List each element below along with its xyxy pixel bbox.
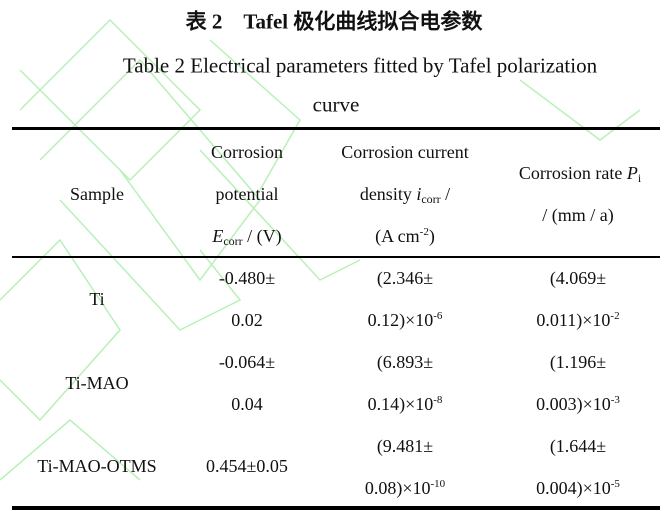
cell-rate-error: 0.003)×10-3 [536,394,620,414]
cell-rate: (1.644± [549,436,607,456]
bottom-rule [12,506,660,510]
cell-rate-error: 0.004)×10-5 [536,478,620,498]
table-caption-continued: curve [312,92,360,117]
header-current-line1: Corrosion current [341,142,469,162]
cell-potential-error: 0.02 [231,310,263,330]
cell-potential-error: 0.04 [231,394,263,414]
cell-current: (6.893± [376,352,434,372]
header-rate-line2: / (mm / a) [542,205,614,225]
table-caption: Table 2 Electrical parameters fitted by … [122,53,598,78]
cell-sample: Ti [89,289,105,309]
header-current-line2: density icorr / [359,184,451,206]
cell-sample: Ti-MAO [65,373,129,393]
cell-current-error: 0.14)×10-8 [367,394,443,414]
cell-rate: (4.069± [549,268,607,288]
table-title-chinese: 表 2 Tafel 极化曲线拟合电参数 [185,9,483,34]
cell-current-error: 0.08)×10-10 [364,478,446,498]
header-current-unit: (A cm-2) [375,226,435,246]
cell-rate: (1.196± [549,352,607,372]
cell-sample: Ti-MAO-OTMS [37,456,157,476]
cell-current-error: 0.12)×10-6 [367,310,443,330]
cell-potential: 0.454±0.05 [206,456,288,476]
header-potential-line1: Corrosion [211,142,283,162]
header-sample: Sample [70,184,124,204]
header-potential-unit: Ecorr / (V) [212,226,282,248]
cell-current: (9.481± [376,436,434,456]
cell-rate-error: 0.011)×10-2 [536,310,620,330]
top-rule [12,127,660,130]
header-rate-line1: Corrosion rate Pi [518,163,642,185]
cell-potential: -0.064± [218,352,276,372]
cell-potential: -0.480± [218,268,276,288]
header-rule [12,256,660,258]
cell-current: (2.346± [376,268,434,288]
header-potential-line2: potential [215,184,279,204]
